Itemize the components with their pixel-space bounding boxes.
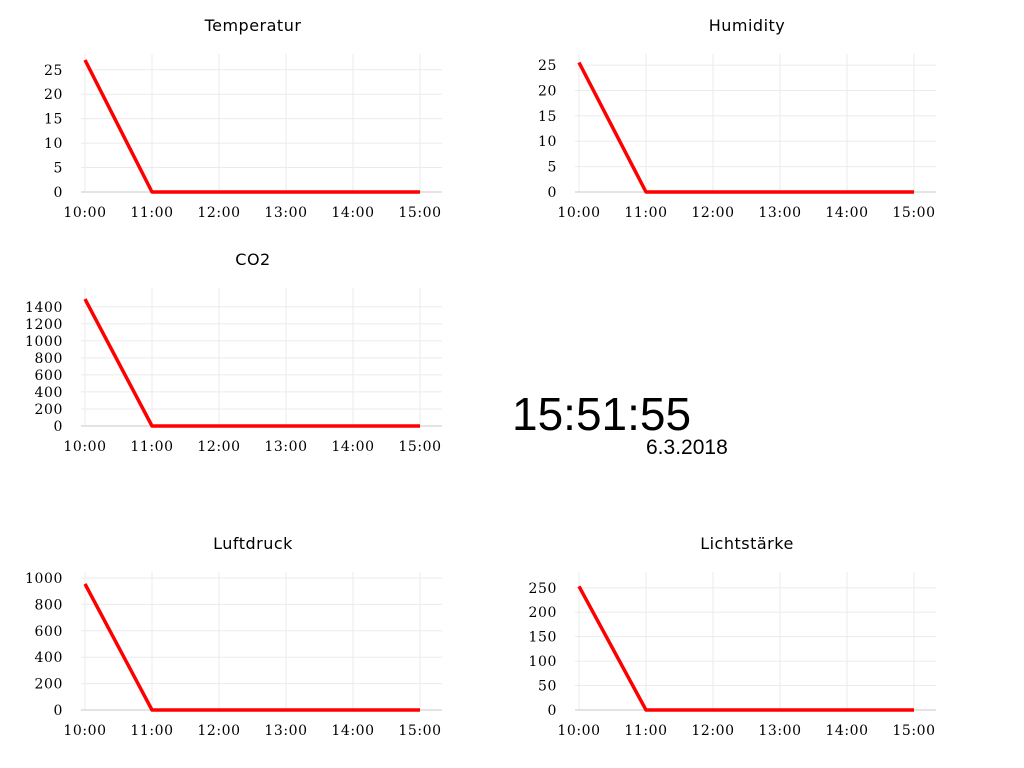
y-tick-label: 200 [34,402,63,418]
x-tick-label: 13:00 [264,723,307,739]
y-tick-label: 0 [53,185,63,201]
clock-time: 15:51:55 [512,388,692,440]
x-tick-label: 11:00 [130,723,173,739]
chart-title: Humidity [709,16,786,35]
x-tick-label: 13:00 [264,439,307,455]
y-tick-label: 600 [34,624,63,640]
series-line-lichtst-rke [577,585,914,712]
y-tick-label: 0 [53,419,63,435]
y-tick-label: 20 [44,87,63,103]
y-tick-label: 600 [34,368,63,384]
y-tick-label: 1000 [25,571,63,587]
x-tick-label: 15:00 [398,723,441,739]
x-tick-label: 11:00 [624,205,667,221]
light-intensity-chart: Lichtstärke 0 50 100 150 200 250 10:00 11:00 12:0… [514,526,974,766]
y-tick-label: 1400 [25,300,63,316]
x-tick-label: 15:00 [892,205,935,221]
y-tick-label: 50 [538,679,557,695]
y-tick-label: 150 [528,630,557,646]
x-tick-label: 10:00 [63,205,106,221]
x-tick-label: 13:00 [758,205,801,221]
x-tick-label: 10:00 [557,723,600,739]
chart-svg: Temperatur 0 5 10 15 20 25 10:00 11:00 12:00 13:00… [44,16,442,221]
x-tick-label: 11:00 [130,439,173,455]
y-tick-label: 20 [538,83,557,99]
series-line-temperatur [83,59,420,194]
x-tick-label: 11:00 [130,205,173,221]
x-tick-label: 11:00 [624,723,667,739]
chart-svg: Humidity 0 5 10 15 20 25 10:00 11:00 12:00 13:00 14… [538,16,936,221]
chart-title: CO2 [235,250,270,269]
y-tick-label: 25 [538,58,557,74]
x-tick-label: 15:00 [398,439,441,455]
y-tick-label: 800 [34,597,63,613]
x-tick-label: 12:00 [197,205,240,221]
series-line-humidity [577,61,914,194]
y-tick-label: 0 [547,185,557,201]
y-tick-label: 25 [44,63,63,79]
y-tick-label: 5 [547,160,557,176]
co2-chart: CO2 0 200 400 600 800 1000 1200 1400 10:00 11:00 12… [20,242,480,482]
series-line-luftdruck [83,583,420,712]
y-tick-label: 250 [528,581,557,597]
x-tick-label: 10:00 [63,439,106,455]
x-tick-label: 13:00 [264,205,307,221]
chart-svg: Luftdruck 0 200 400 600 800 1000 10:00 11:00 12:0… [25,534,442,739]
x-tick-label: 10:00 [557,205,600,221]
y-tick-label: 10 [538,134,557,150]
x-tick-label: 13:00 [758,723,801,739]
y-tick-label: 400 [34,385,63,401]
air-pressure-chart: Luftdruck 0 200 400 600 800 1000 10:00 11:00 12:0… [20,526,480,766]
clock-date: 6.3.2018 [646,436,728,459]
y-tick-label: 5 [53,161,63,177]
y-tick-label: 200 [528,605,557,621]
y-tick-label: 100 [528,654,557,670]
x-tick-label: 12:00 [197,723,240,739]
chart-title: Lichtstärke [700,534,794,553]
y-tick-label: 400 [34,650,63,666]
series-line-co2 [83,298,420,428]
chart-title: Temperatur [204,16,302,35]
y-tick-label: 15 [538,109,557,125]
y-tick-label: 0 [53,703,63,719]
chart-svg: Lichtstärke 0 50 100 150 200 250 10:00 11:00 12:0… [528,534,936,739]
x-tick-label: 10:00 [63,723,106,739]
x-tick-label: 15:00 [398,205,441,221]
x-tick-label: 15:00 [892,723,935,739]
y-tick-label: 1200 [25,317,63,333]
y-tick-label: 800 [34,351,63,367]
clock-panel: 15:51:55 6.3.2018 [490,380,790,470]
y-tick-label: 1000 [25,334,63,350]
chart-title: Luftdruck [213,534,293,553]
x-tick-label: 14:00 [331,439,374,455]
y-tick-label: 200 [34,677,63,693]
x-tick-label: 14:00 [825,723,868,739]
x-tick-label: 12:00 [691,205,734,221]
humidity-chart: Humidity 0 5 10 15 20 25 10:00 11:00 12:00 13:00 14… [514,8,974,248]
x-tick-label: 12:00 [197,439,240,455]
x-tick-label: 14:00 [331,205,374,221]
y-tick-label: 15 [44,112,63,128]
x-tick-label: 14:00 [825,205,868,221]
x-tick-label: 14:00 [331,723,374,739]
y-tick-label: 10 [44,136,63,152]
x-tick-label: 12:00 [691,723,734,739]
temperature-chart: Temperatur 0 5 10 15 20 25 10:00 11:00 12:00 13:00… [20,8,480,248]
y-tick-label: 0 [547,703,557,719]
